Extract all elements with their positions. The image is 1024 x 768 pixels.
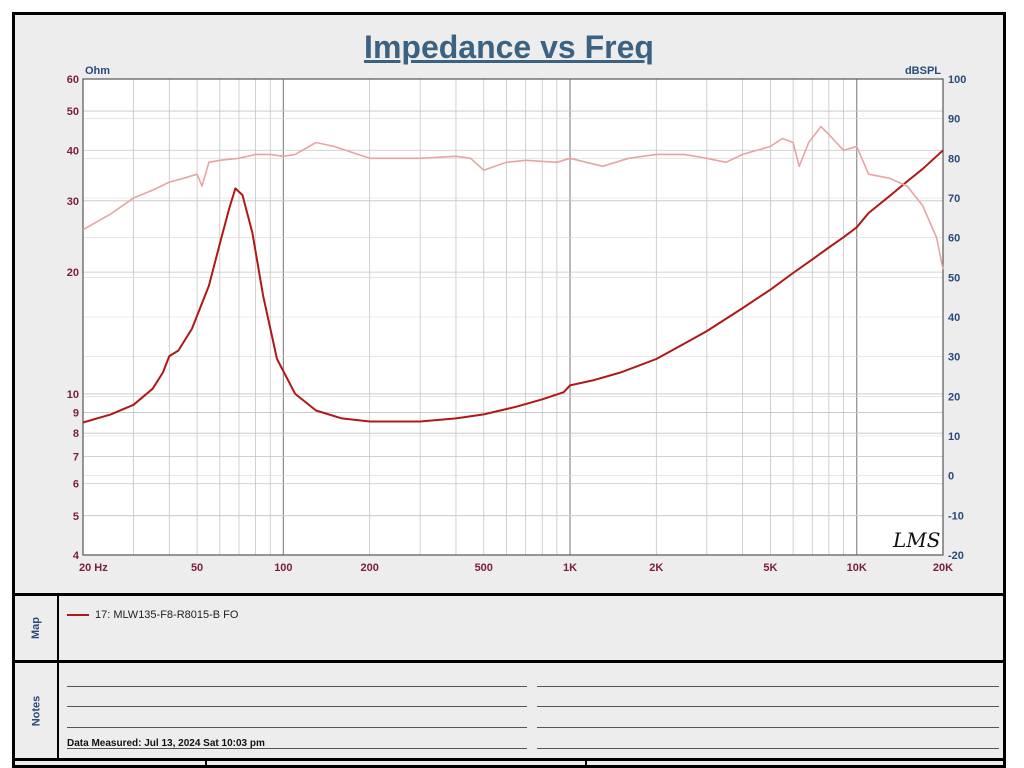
- spl-line: [82, 125, 944, 270]
- left-axis-title: Ohm: [85, 65, 110, 77]
- notes-line: [537, 748, 999, 749]
- x-tick-label: 20 Hz: [79, 562, 108, 574]
- x-tick-label: 10K: [847, 562, 867, 574]
- x-tick-label: 50: [191, 562, 203, 574]
- impedance-line: [82, 149, 944, 424]
- right-tick-label: 40: [948, 312, 960, 324]
- right-axis-title: dBSPL: [905, 65, 941, 77]
- notes-line: [67, 706, 527, 707]
- notes-label: Notes: [30, 695, 42, 726]
- notes-line: [537, 727, 999, 728]
- left-tick-label: 50: [67, 106, 79, 118]
- notes-divider: [57, 663, 59, 758]
- left-tick-label: 7: [73, 452, 79, 464]
- report-frame: Impedance vs Freq Ohm dBSPL 60 50 40 30 20 10 9 8…: [12, 12, 1006, 768]
- right-tick-label: -10: [948, 510, 964, 522]
- left-tick-label: 60: [67, 74, 79, 86]
- legend-entry: 17: MLW135-F8-R8015-B FO: [95, 609, 239, 621]
- bottom-separator: [15, 758, 1003, 761]
- x-tick-label: 2K: [649, 562, 663, 574]
- right-tick-label: 20: [948, 391, 960, 403]
- x-tick-label: 100: [274, 562, 292, 574]
- left-tick-label: 30: [67, 196, 79, 208]
- impedance-chart: Ohm dBSPL60504030201098765410090807060504…: [67, 65, 967, 574]
- lms-signature: LMS: [892, 528, 940, 552]
- notes-line: [67, 686, 527, 687]
- legend-swatch: [67, 614, 89, 616]
- notes-band-label: Notes: [15, 663, 57, 758]
- left-tick-label: 20: [67, 267, 79, 279]
- right-tick-label: 10: [948, 431, 960, 443]
- left-tick-label: 40: [67, 145, 79, 157]
- right-tick-label: -20: [948, 550, 964, 562]
- date-measured: Data Measured: Jul 13, 2024 Sat 10:03 pm: [67, 738, 265, 749]
- notes-line: [67, 727, 527, 728]
- notes-line: [67, 748, 527, 749]
- legend: 17: MLW135-F8-R8015-B FO: [67, 609, 238, 621]
- bottom-divider: [205, 758, 207, 768]
- left-tick-label: 4: [73, 550, 80, 562]
- left-tick-label: 5: [73, 511, 79, 523]
- right-tick-label: 90: [948, 114, 960, 126]
- notes-separator: [15, 660, 1003, 663]
- map-separator: [15, 593, 1003, 596]
- left-tick-label: 10: [67, 389, 79, 401]
- x-tick-label: 200: [360, 562, 378, 574]
- right-tick-label: 100: [948, 74, 966, 86]
- x-tick-label: 5K: [763, 562, 777, 574]
- x-tick-label: 1K: [563, 562, 577, 574]
- right-tick-label: 70: [948, 193, 960, 205]
- notes-line: [537, 686, 999, 687]
- right-tick-label: 60: [948, 233, 960, 245]
- left-tick-label: 9: [73, 407, 79, 419]
- right-tick-label: 30: [948, 352, 960, 364]
- notes-line: [537, 706, 999, 707]
- bottom-divider: [585, 758, 587, 768]
- right-tick-label: 50: [948, 272, 960, 284]
- chart-panel: Impedance vs Freq Ohm dBSPL 60 50 40 30 20 10 9 8…: [15, 15, 1003, 593]
- x-tick-label: 20K: [933, 562, 953, 574]
- left-tick-label: 6: [73, 479, 79, 491]
- map-divider: [57, 596, 59, 660]
- map-label: Map: [30, 617, 42, 639]
- right-tick-label: 80: [948, 153, 960, 165]
- plot-border: [82, 78, 944, 556]
- chart-title: Impedance vs Freq: [364, 29, 654, 65]
- map-band-label: Map: [15, 596, 57, 660]
- left-tick-label: 8: [73, 428, 79, 440]
- right-tick-label: 0: [948, 471, 954, 483]
- x-tick-label: 500: [475, 562, 493, 574]
- bottom-strip: [15, 758, 1003, 768]
